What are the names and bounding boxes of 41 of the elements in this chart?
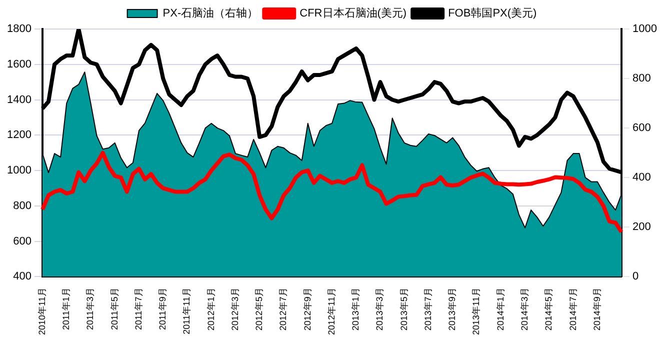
x-tick-label: 2012年7月 (278, 288, 288, 331)
y-tick-label: 800 (13, 200, 32, 212)
y-tick-label: 1400 (6, 94, 32, 106)
x-tick-label: 2011年1月 (61, 288, 72, 330)
x-tick-label: 2011年9月 (158, 288, 168, 330)
x-tick-label: 2010年11月 (36, 288, 47, 336)
y-tick-label: 600 (13, 235, 32, 248)
x-tick-label: 2012年11月 (326, 288, 336, 336)
x-tick-label: 2013年7月 (422, 288, 433, 331)
x-tick-label: 2013年9月 (447, 288, 458, 331)
x-tick-label: 2013年3月 (374, 288, 385, 331)
y-tick-label: 1000 (6, 164, 32, 177)
x-tick-label: 2014年1月 (495, 288, 506, 331)
y2-tick-label: 400 (632, 172, 651, 184)
y-tick-label: 1200 (6, 129, 32, 142)
legend-label: CFR日本石脑油(美元) (300, 6, 407, 20)
legend-label: PX-石脑油（右轴） (162, 6, 258, 20)
x-tick-label: 2011年7月 (133, 288, 144, 330)
y2-tick-label: 1000 (632, 23, 658, 36)
y-tick-label: 1800 (6, 23, 32, 36)
y2-tick-label: 0 (632, 270, 639, 283)
x-tick-label: 2013年1月 (350, 288, 361, 331)
x-tick-label: 2012年9月 (302, 288, 312, 331)
x-tick-label: 2014年9月 (592, 288, 602, 331)
x-tick-label: 2012年3月 (230, 288, 240, 331)
x-tick-label: 2014年7月 (568, 288, 578, 331)
x-tick-label: 2014年5月 (544, 288, 554, 331)
x-tick-label: 2011年3月 (85, 288, 96, 330)
x-tick-label: 2013年11月 (471, 288, 482, 336)
y2-tick-label: 600 (632, 122, 651, 134)
x-tick-label: 2012年5月 (254, 288, 264, 331)
legend-label: FOB韩国PX(美元) (448, 6, 537, 20)
y-tick-label: 400 (13, 270, 32, 283)
x-tick-label: 2012年1月 (206, 288, 216, 331)
x-tick-label: 2011年5月 (109, 288, 120, 330)
y2-tick-label: 200 (632, 221, 651, 234)
x-tick-label: 2013年5月 (398, 288, 409, 331)
y2-tick-label: 800 (632, 72, 651, 85)
x-tick-label: 2014年3月 (520, 288, 530, 331)
x-tick-label: 2011年11月 (182, 288, 192, 334)
y-tick-label: 1600 (6, 58, 32, 70)
